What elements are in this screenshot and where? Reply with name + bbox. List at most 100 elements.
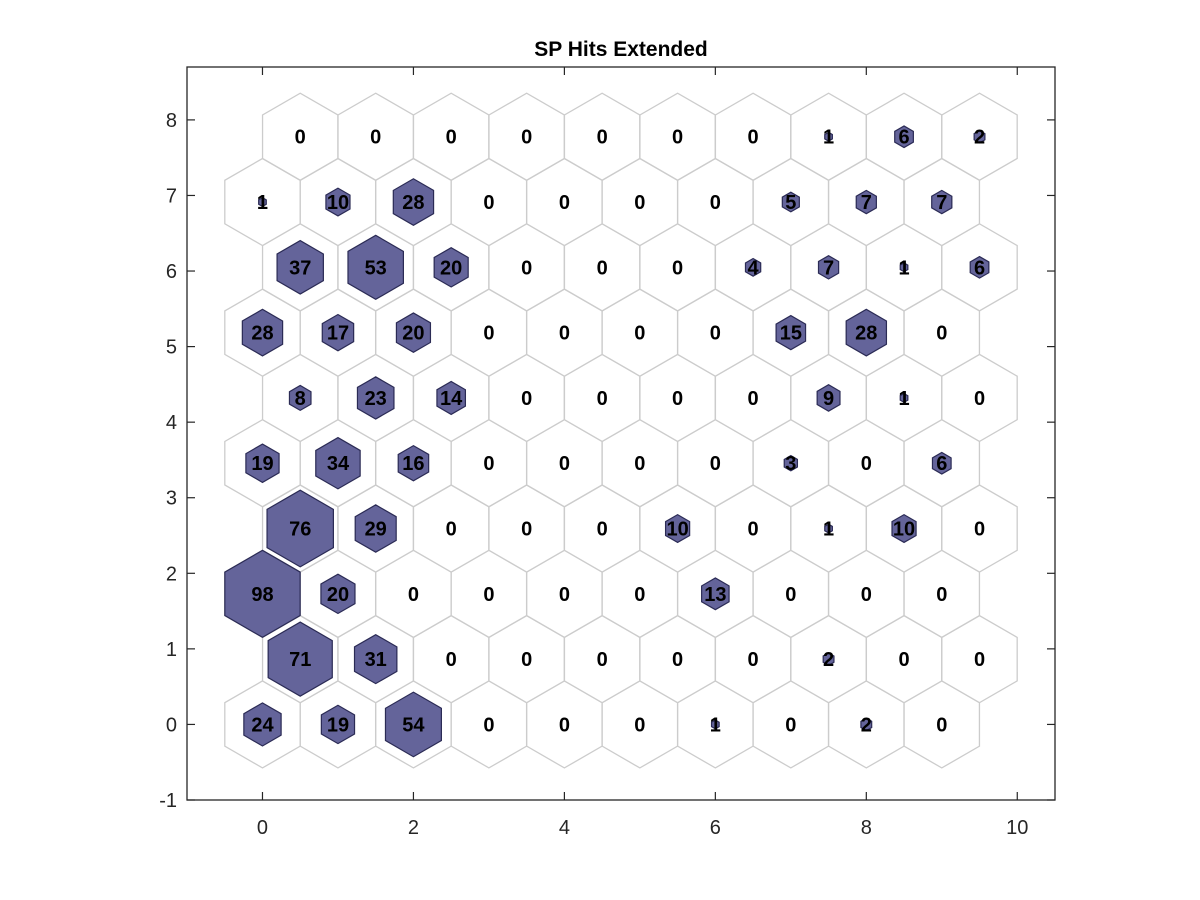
x-tick-label: 2 bbox=[408, 817, 419, 839]
hit-count-label: 0 bbox=[672, 388, 683, 410]
hit-count-label: 1 bbox=[823, 519, 834, 541]
y-tick-label: 3 bbox=[166, 488, 177, 510]
y-tick-label: 0 bbox=[166, 714, 177, 736]
hit-count-label: 24 bbox=[251, 714, 274, 736]
hit-count-label: 98 bbox=[251, 584, 273, 606]
hit-hexagon bbox=[973, 129, 986, 144]
hit-count-label: 1 bbox=[898, 388, 909, 410]
hit-hexagon bbox=[353, 633, 398, 685]
x-tick-label: 10 bbox=[1006, 817, 1028, 839]
hit-count-label: 29 bbox=[365, 519, 387, 541]
hit-count-label: 0 bbox=[483, 714, 494, 736]
hit-count-label: 0 bbox=[898, 649, 909, 671]
hit-count-label: 17 bbox=[327, 323, 349, 345]
hit-count-label: 28 bbox=[855, 323, 877, 345]
hit-count-label: 0 bbox=[295, 127, 306, 149]
hit-count-label: 13 bbox=[704, 584, 726, 606]
hit-hexagon bbox=[899, 392, 909, 404]
hit-count-label: 0 bbox=[634, 323, 645, 345]
hit-count-label: 0 bbox=[861, 584, 872, 606]
hit-count-label: 0 bbox=[672, 257, 683, 279]
hit-count-label: 0 bbox=[483, 323, 494, 345]
hit-hexagon bbox=[266, 489, 334, 568]
y-tick-label: -1 bbox=[159, 790, 177, 812]
hit-count-label: 0 bbox=[521, 127, 532, 149]
hit-count-label: 0 bbox=[597, 127, 608, 149]
hit-hexagon bbox=[315, 436, 361, 490]
hit-count-label: 19 bbox=[251, 453, 273, 475]
hit-count-label: 0 bbox=[559, 714, 570, 736]
hit-hexagon bbox=[894, 125, 914, 149]
hit-hexagon bbox=[783, 454, 799, 472]
hit-hexagon bbox=[664, 513, 691, 544]
hit-count-label: 19 bbox=[327, 714, 349, 736]
hit-hexagon bbox=[855, 189, 877, 215]
hit-count-label: 0 bbox=[710, 323, 721, 345]
hit-count-label: 0 bbox=[974, 649, 985, 671]
hit-count-label: 0 bbox=[521, 519, 532, 541]
hit-count-label: 0 bbox=[936, 323, 947, 345]
hit-count-label: 23 bbox=[365, 388, 387, 410]
hit-hexagon bbox=[931, 189, 953, 215]
cells-layer bbox=[224, 92, 1018, 769]
hit-hexagon bbox=[845, 308, 888, 357]
hit-count-label: 0 bbox=[748, 388, 759, 410]
hit-hexagon bbox=[395, 312, 432, 353]
hit-count-label: 0 bbox=[521, 649, 532, 671]
hit-hexagon bbox=[347, 234, 404, 301]
hit-count-label: 53 bbox=[365, 257, 387, 279]
hit-count-label: 0 bbox=[446, 649, 457, 671]
hit-count-label: 0 bbox=[521, 388, 532, 410]
hit-count-label: 0 bbox=[597, 649, 608, 671]
hit-count-label: 0 bbox=[559, 192, 570, 214]
hit-count-label: 0 bbox=[785, 584, 796, 606]
hit-count-label: 0 bbox=[748, 519, 759, 541]
hit-count-label: 10 bbox=[666, 519, 688, 541]
hit-hexagon bbox=[276, 239, 324, 295]
hit-hexagon bbox=[354, 504, 397, 553]
hit-hexagon bbox=[775, 314, 807, 351]
hit-count-label: 76 bbox=[289, 519, 311, 541]
hit-count-label: 0 bbox=[634, 584, 645, 606]
hit-count-label: 0 bbox=[672, 649, 683, 671]
hit-hexagon bbox=[701, 577, 730, 611]
hit-count-label: 6 bbox=[936, 453, 947, 475]
hit-hexagon bbox=[891, 513, 917, 544]
hit-hexagon bbox=[321, 313, 355, 352]
hit-hexagon bbox=[433, 246, 469, 288]
hit-count-label: 9 bbox=[823, 388, 834, 410]
hit-count-label: 1 bbox=[823, 127, 834, 149]
hit-count-label: 0 bbox=[974, 519, 985, 541]
hit-hexagon bbox=[744, 257, 762, 277]
hit-hexagon bbox=[356, 376, 395, 420]
hit-count-label: 0 bbox=[559, 323, 570, 345]
hit-hexagon bbox=[245, 443, 280, 484]
hit-count-label: 7 bbox=[936, 192, 947, 214]
hit-count-label: 16 bbox=[402, 453, 424, 475]
x-tick-label: 0 bbox=[257, 817, 268, 839]
hit-count-label: 0 bbox=[710, 192, 721, 214]
hit-count-label: 6 bbox=[974, 257, 985, 279]
hit-count-label: 0 bbox=[446, 519, 457, 541]
hit-hexagon bbox=[817, 255, 840, 280]
hit-count-label: 4 bbox=[748, 257, 760, 279]
hit-count-label: 0 bbox=[597, 519, 608, 541]
y-tick-label: 1 bbox=[166, 639, 177, 661]
axes-box bbox=[186, 66, 1056, 801]
y-tick-label: 4 bbox=[166, 412, 177, 434]
hit-count-label: 0 bbox=[483, 453, 494, 475]
hit-hexagon bbox=[325, 187, 351, 217]
hit-hexagon bbox=[320, 704, 356, 745]
hit-hexagon bbox=[824, 523, 833, 534]
hit-count-label: 2 bbox=[823, 649, 834, 671]
hit-hexagon bbox=[436, 380, 467, 416]
hit-count-label: 10 bbox=[327, 192, 349, 214]
hit-hexagon bbox=[241, 308, 284, 357]
hit-count-label: 31 bbox=[365, 649, 387, 671]
hits-layer bbox=[224, 125, 990, 758]
hit-count-label: 71 bbox=[289, 649, 311, 671]
hit-count-label: 0 bbox=[634, 453, 645, 475]
chart-title: SP Hits Extended bbox=[534, 38, 708, 61]
